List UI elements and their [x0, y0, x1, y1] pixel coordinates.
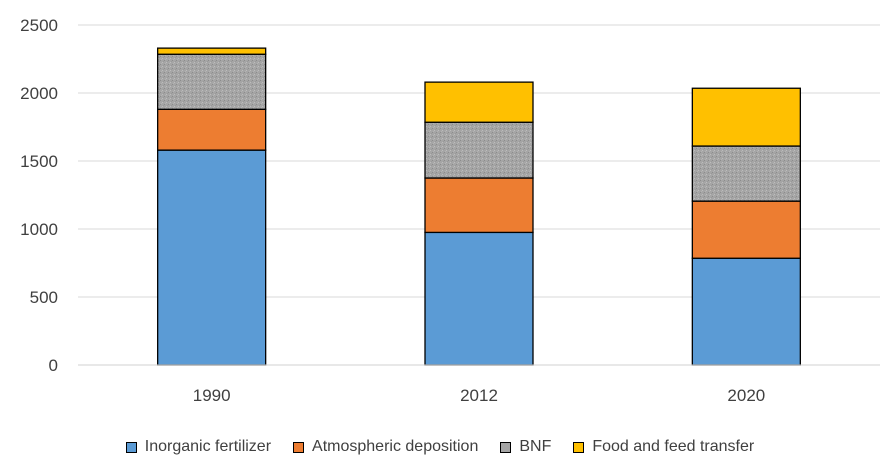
legend-swatch [293, 441, 305, 453]
y-tick-label: 2500 [20, 16, 58, 35]
y-axis-ticks: 0 500 1000 1500 2000 2500 [20, 16, 58, 375]
y-tick-label: 500 [30, 288, 58, 307]
y-tick-label: 0 [49, 356, 58, 375]
legend-item: Atmospheric deposition [293, 438, 478, 456]
x-tick-label: 1990 [193, 386, 231, 405]
legend-label: Food and feed transfer [592, 438, 755, 455]
bar-segment [691, 200, 801, 259]
legend-label: Atmospheric deposition [312, 438, 479, 455]
legend-label: Inorganic fertilizer [144, 438, 272, 455]
legend-item: BNF [500, 438, 551, 456]
bar-segment [424, 231, 534, 366]
x-axis-ticks: 1990 2012 2020 [193, 386, 765, 405]
y-tick-label: 1500 [20, 152, 58, 171]
bar-segment [691, 87, 801, 147]
x-tick-label: 2012 [460, 386, 498, 405]
bar-segment [424, 121, 534, 179]
bar-segment [157, 108, 267, 151]
y-tick-label: 2000 [20, 84, 58, 103]
bar-segment [424, 177, 534, 234]
legend-item: Inorganic fertilizer [125, 438, 272, 456]
legend-swatch [573, 441, 585, 453]
legend-item: Food and feed transfer [573, 438, 754, 456]
stacked-bar-chart: 0 500 1000 1500 2000 2500 1990 2012 2020 [20, 16, 880, 405]
legend: Inorganic fertilizer Atmospheric depositi… [0, 436, 880, 458]
legend-swatch [125, 441, 137, 453]
bar-segment [157, 47, 267, 55]
bar-segment [424, 81, 534, 123]
bar-segment [691, 145, 801, 202]
bar-segment [157, 149, 267, 366]
bar-segment [157, 53, 267, 110]
legend-swatch [500, 441, 512, 453]
legend-label: BNF [519, 438, 552, 455]
bars [157, 47, 801, 366]
y-tick-label: 1000 [20, 220, 58, 239]
x-tick-label: 2020 [727, 386, 765, 405]
bar-segment [691, 257, 801, 366]
